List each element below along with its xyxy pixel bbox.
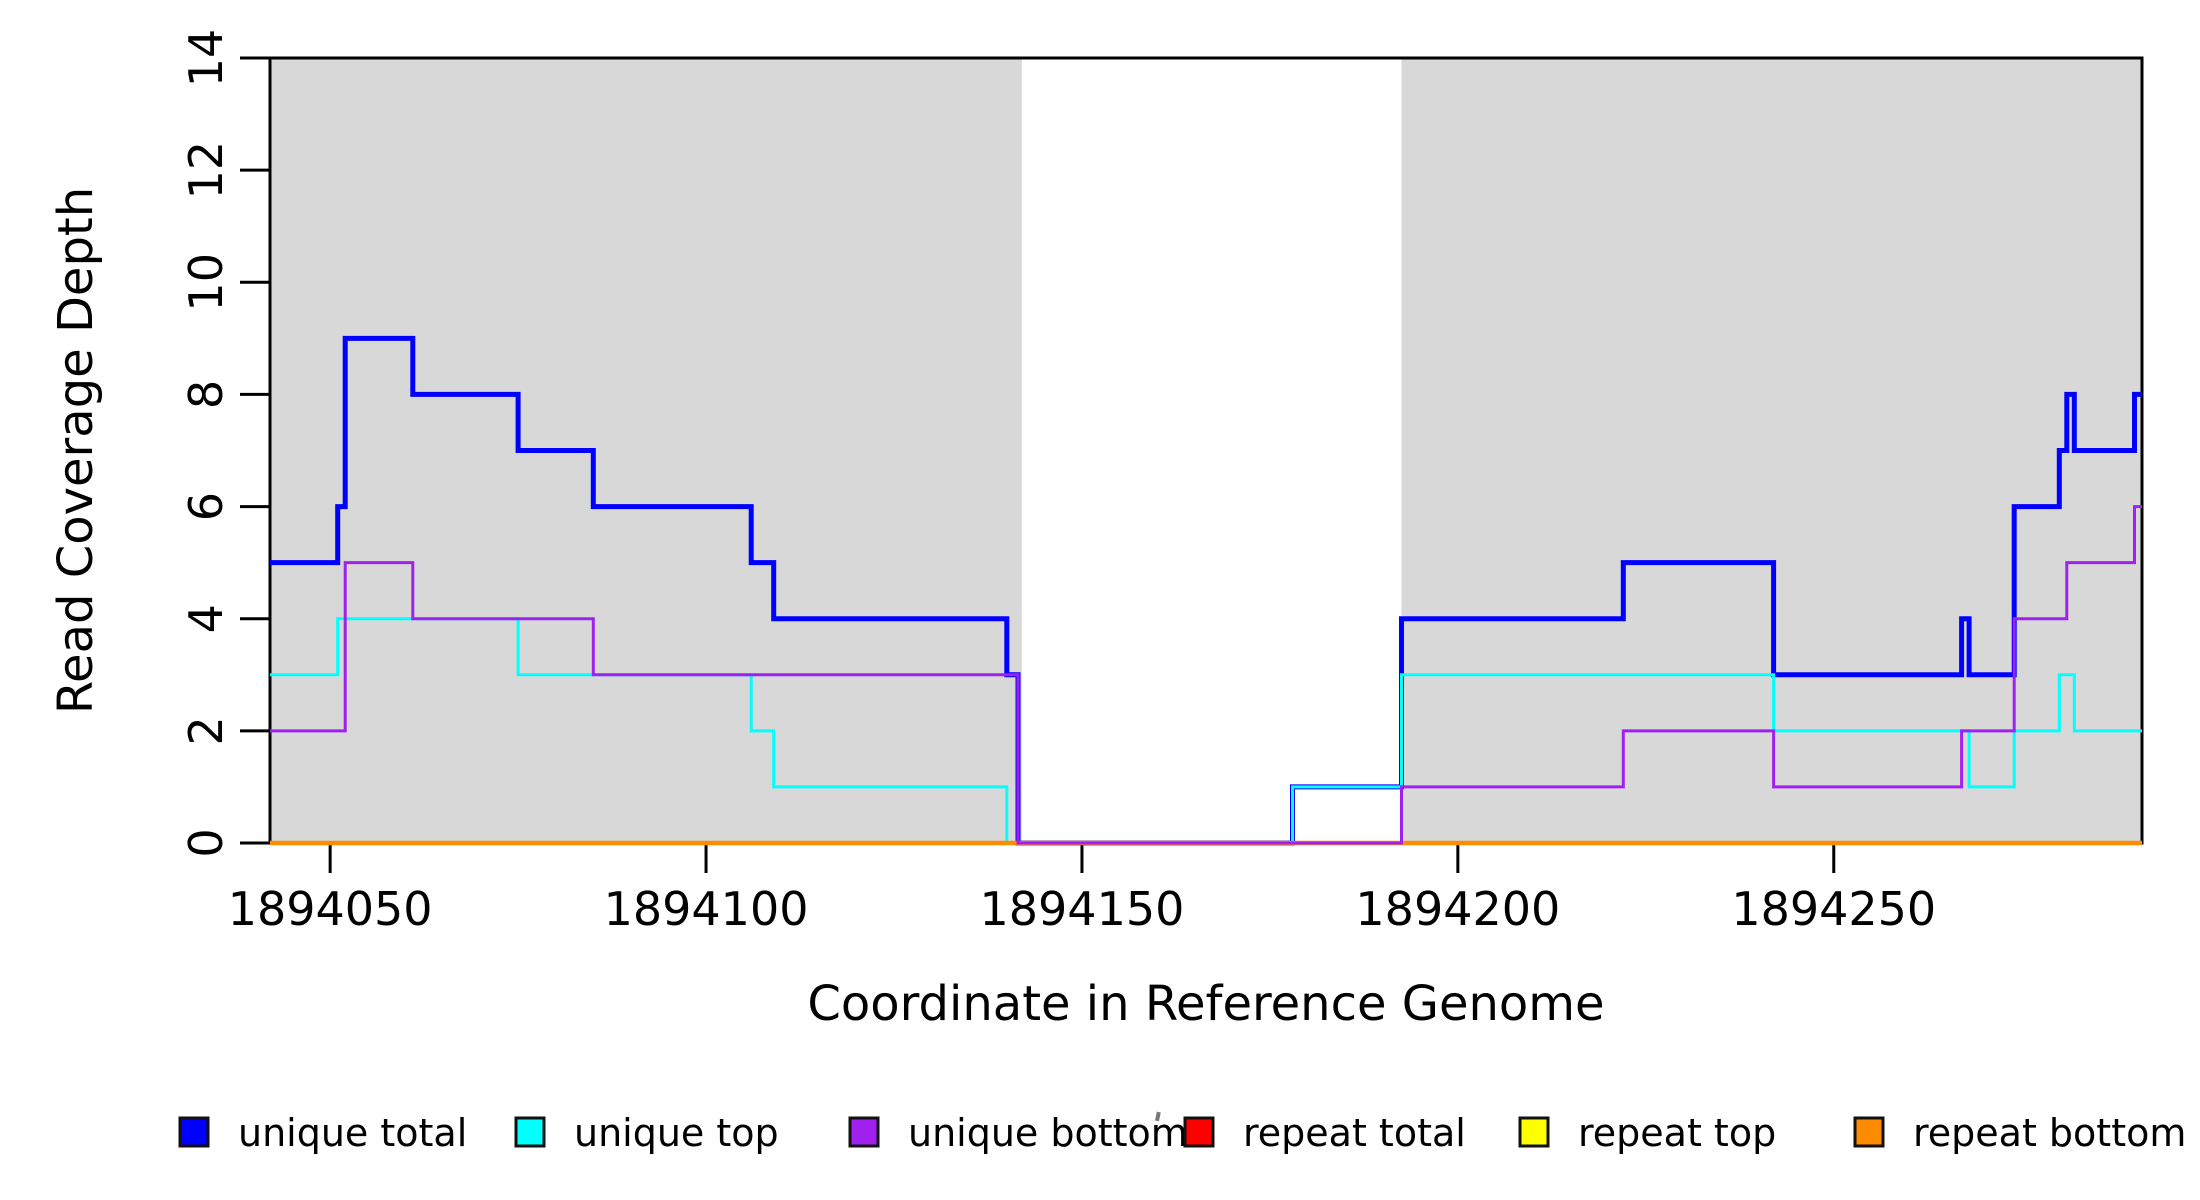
legend-label-unique-top: unique top [574,1111,779,1155]
y-tick-label: 10 [179,253,233,312]
legend-label-repeat-bottom: repeat bottom [1913,1111,2186,1155]
legend-label-repeat-top: repeat top [1578,1111,1776,1155]
legend-swatch-unique-total [178,1116,210,1148]
x-tick-label: 1894200 [1355,882,1560,936]
shaded-region-1 [1401,58,2142,843]
legend-label-unique-total: unique total [238,1111,467,1155]
y-axis-label: Read Coverage Depth [48,187,104,714]
y-tick-label: 8 [179,380,233,409]
series-line-unique-top [270,617,2142,845]
y-tick-label: 14 [179,29,233,88]
y-tick-label: 12 [179,141,233,200]
y-tick-label: 0 [179,828,233,857]
stray-mark [1155,1111,1161,1122]
y-tick-label: 6 [179,492,233,521]
shaded-region-0 [270,58,1022,843]
legend-item-repeat-total: repeat total [1183,1111,1466,1155]
x-axis-label: Coordinate in Reference Genome [807,976,1604,1032]
legend-item-unique-bottom: unique bottom [848,1111,1188,1155]
x-tick-label: 1894150 [980,882,1185,936]
legend-swatch-unique-top [514,1116,546,1148]
y-tick-label: 2 [179,716,233,745]
legend-swatch-repeat-top [1518,1116,1550,1148]
legend-item-repeat-top: repeat top [1518,1111,1776,1155]
legend-item-unique-total: unique total [178,1111,467,1155]
legend-swatch-repeat-bottom [1853,1116,1885,1148]
legend-swatch-repeat-total [1183,1116,1215,1148]
legend-label-unique-bottom: unique bottom [908,1111,1188,1155]
legend-label-repeat-total: repeat total [1243,1111,1466,1155]
legend-item-repeat-bottom: repeat bottom [1853,1111,2186,1155]
legend-item-unique-top: unique top [514,1111,779,1155]
x-tick-label: 1894250 [1731,882,1936,936]
y-tick-label: 4 [179,604,233,633]
x-tick-label: 1894050 [228,882,433,936]
series-line-unique-bottom [270,505,2142,845]
x-tick-label: 1894100 [604,882,809,936]
legend-swatch-unique-bottom [848,1116,880,1148]
